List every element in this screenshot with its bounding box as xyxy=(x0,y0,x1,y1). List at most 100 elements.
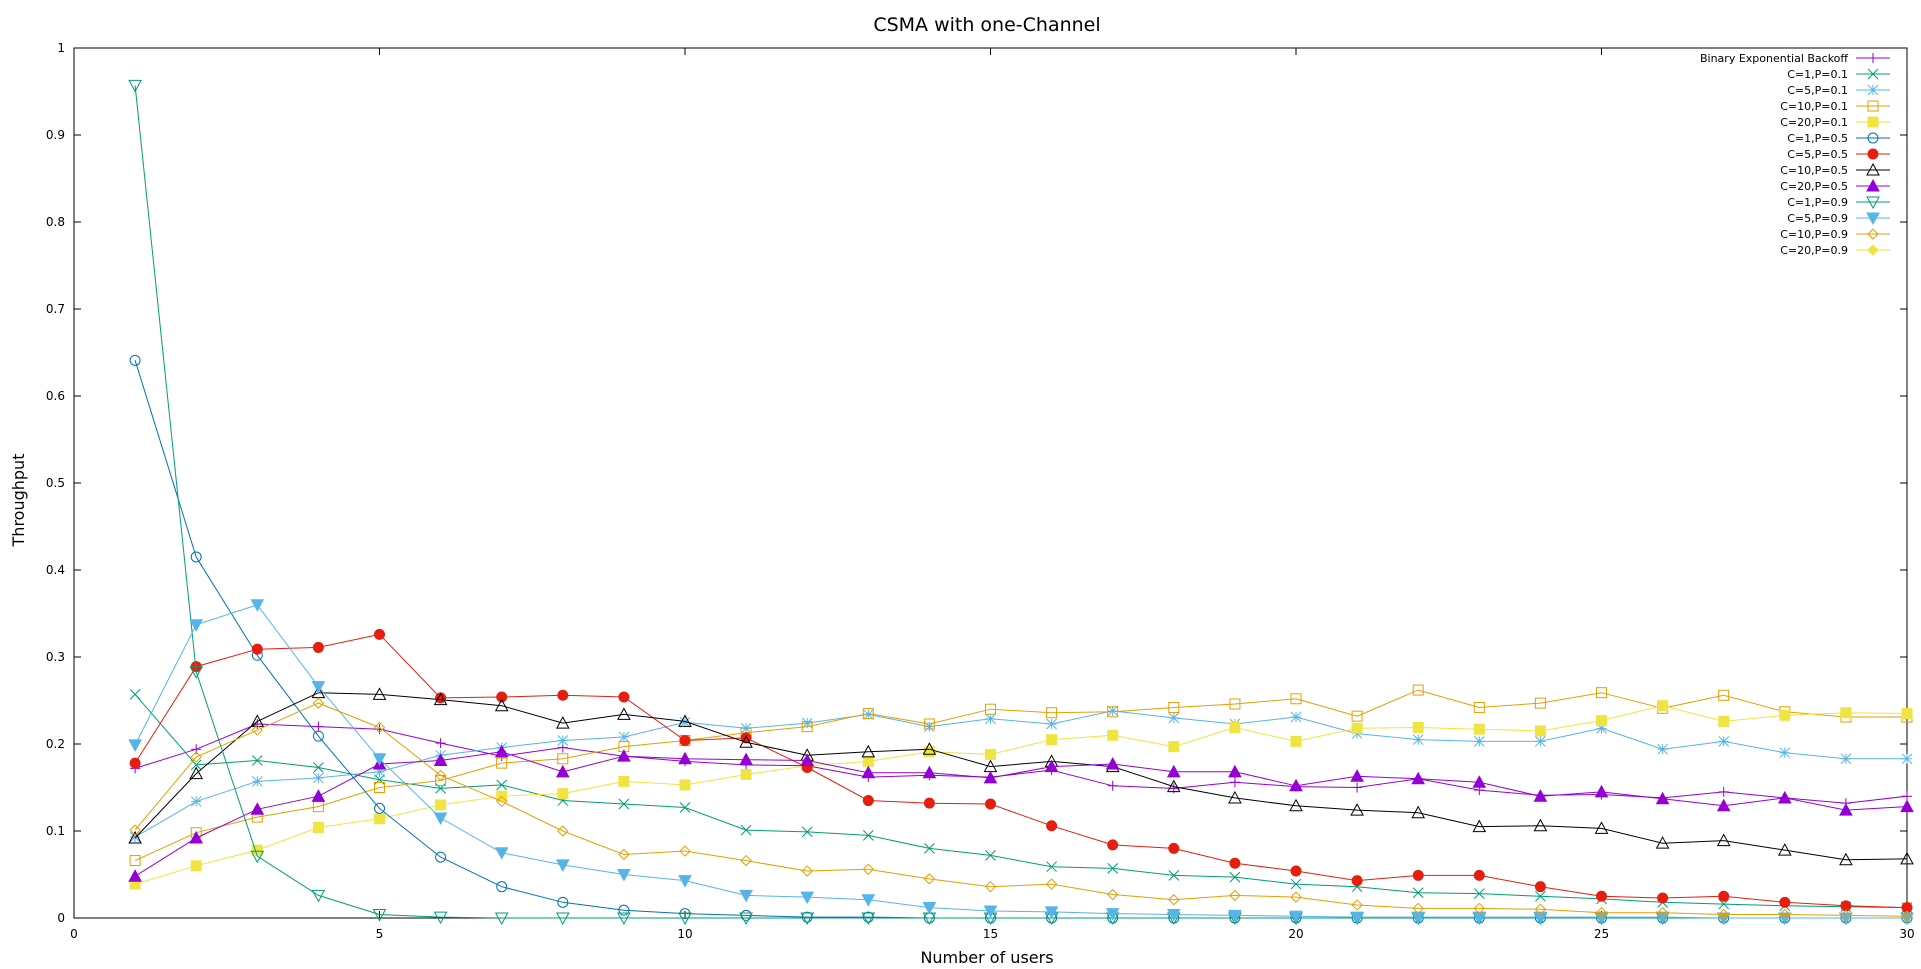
data-point xyxy=(1044,759,1059,773)
data-point xyxy=(496,691,508,703)
legend-marker xyxy=(1867,68,1879,80)
data-point xyxy=(1473,723,1485,735)
series-layer xyxy=(128,79,1914,926)
plot-frame xyxy=(73,47,1908,919)
y-tick-label: 0.8 xyxy=(46,215,65,229)
legend-label: Binary Exponential Backoff xyxy=(1700,52,1848,65)
data-point xyxy=(618,798,630,810)
data-point xyxy=(1656,907,1669,919)
data-point xyxy=(1228,909,1242,923)
data-point xyxy=(923,746,935,758)
data-point xyxy=(1168,894,1180,906)
data-point xyxy=(1107,706,1119,718)
data-point xyxy=(1046,861,1057,873)
data-point xyxy=(128,869,142,882)
data-point xyxy=(190,860,202,872)
data-point xyxy=(128,830,142,844)
y-tick-label: 0.5 xyxy=(46,476,65,490)
data-point xyxy=(1107,729,1119,741)
data-point xyxy=(862,795,874,807)
data-point xyxy=(129,824,141,836)
chart-title: CSMA with one-Channel xyxy=(873,14,1100,36)
series-line xyxy=(134,694,1908,909)
series-C=5,P=0.5 xyxy=(129,628,1913,914)
data-point xyxy=(311,889,326,903)
data-point xyxy=(494,698,509,712)
data-point xyxy=(922,765,937,779)
data-point xyxy=(739,752,753,766)
data-point xyxy=(800,753,815,767)
data-point xyxy=(1535,890,1546,902)
legend-label: C=10,P=0.5 xyxy=(1780,164,1848,177)
data-point xyxy=(1596,890,1607,902)
legend-label: C=5,P=0.1 xyxy=(1787,84,1848,97)
data-point xyxy=(1412,902,1424,915)
data-point xyxy=(1229,857,1241,869)
data-point xyxy=(985,748,996,760)
data-point xyxy=(313,762,324,773)
data-point xyxy=(557,788,569,800)
data-point xyxy=(679,735,691,747)
data-point xyxy=(555,764,570,778)
data-point xyxy=(1655,836,1670,849)
data-point xyxy=(617,912,631,926)
legend-item: C=10,P=0.5 xyxy=(1780,162,1890,177)
data-point xyxy=(1412,869,1424,881)
data-point xyxy=(1106,888,1119,901)
data-point xyxy=(1046,734,1058,746)
data-point xyxy=(740,854,752,867)
data-point xyxy=(1107,780,1118,791)
data-point xyxy=(861,744,876,758)
data-point xyxy=(861,894,876,907)
data-point xyxy=(618,691,630,703)
legend-label: C=10,P=0.9 xyxy=(1780,228,1848,241)
data-point xyxy=(739,889,753,903)
y-axis-label: Throughput xyxy=(9,454,28,548)
data-point xyxy=(129,757,141,769)
legend-item: C=5,P=0.5 xyxy=(1787,148,1890,161)
data-point xyxy=(1411,771,1426,785)
data-point xyxy=(1107,839,1119,851)
data-point xyxy=(1105,908,1120,921)
data-point xyxy=(617,707,631,720)
x-tick-label: 10 xyxy=(677,927,692,941)
data-point xyxy=(190,796,202,807)
legend-item: C=1,P=0.9 xyxy=(1787,196,1890,210)
data-point xyxy=(923,718,935,730)
data-point xyxy=(800,891,815,905)
data-point xyxy=(1657,700,1669,712)
data-point xyxy=(313,772,324,784)
data-point xyxy=(311,789,326,802)
data-point xyxy=(679,779,691,791)
data-point xyxy=(983,770,998,784)
legend-label: C=5,P=0.9 xyxy=(1787,212,1848,225)
series-line xyxy=(134,633,1908,909)
data-point xyxy=(373,721,386,734)
data-point xyxy=(1777,912,1792,926)
data-point xyxy=(250,599,265,612)
data-point xyxy=(251,643,263,655)
data-point xyxy=(1596,722,1607,734)
series-line xyxy=(134,689,1907,862)
data-point xyxy=(861,912,876,926)
legend-label: C=1,P=0.1 xyxy=(1787,68,1848,81)
data-point xyxy=(435,799,447,811)
data-point xyxy=(983,905,998,919)
data-point xyxy=(1229,777,1240,788)
legend-marker xyxy=(1867,116,1879,128)
data-point xyxy=(496,881,508,893)
series-C=10,P=0.1 xyxy=(129,684,1913,867)
y-tick-label: 0 xyxy=(57,911,65,925)
data-point xyxy=(1352,782,1363,793)
data-point xyxy=(312,822,324,834)
legend-marker xyxy=(1866,212,1880,226)
data-point xyxy=(618,731,630,743)
data-point xyxy=(1107,863,1119,874)
data-point xyxy=(1901,910,1913,922)
data-point xyxy=(129,689,141,700)
data-point xyxy=(1229,698,1241,710)
data-point xyxy=(1228,790,1242,804)
legend-item: C=20,P=0.9 xyxy=(1780,244,1890,257)
series-C=1,P=0.9 xyxy=(128,79,1914,926)
data-point xyxy=(496,757,508,769)
